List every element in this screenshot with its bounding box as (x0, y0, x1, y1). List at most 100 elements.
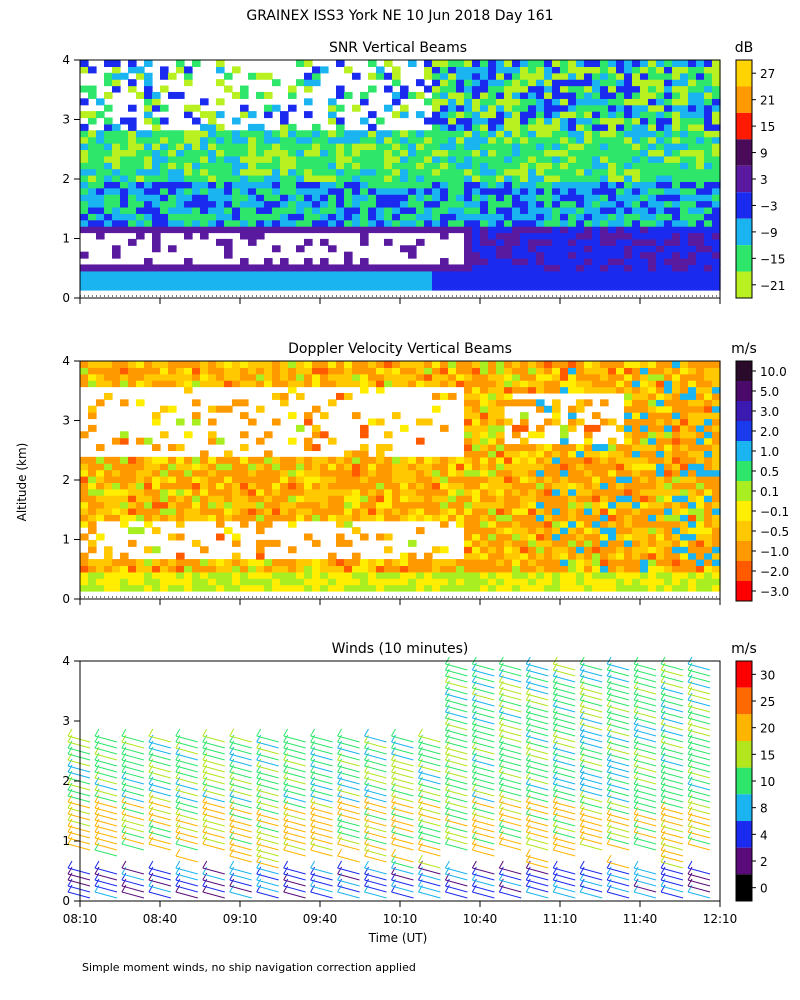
doppler-cell (544, 539, 553, 547)
snr-cell (448, 277, 457, 285)
doppler-cell (624, 488, 633, 496)
doppler-cell (528, 450, 537, 458)
doppler-cell (168, 380, 177, 388)
doppler-cell (440, 463, 449, 471)
snr-cell (120, 270, 129, 278)
doppler-cell (312, 405, 321, 413)
doppler-cell (224, 482, 233, 490)
doppler-cell (616, 546, 625, 554)
snr-cell (648, 79, 657, 87)
snr-cell (712, 226, 721, 234)
snr-cell (584, 270, 593, 278)
snr-cell (240, 168, 249, 176)
snr-cell (328, 136, 337, 144)
wind-barb (391, 860, 414, 875)
snr-cell (304, 181, 313, 189)
wind-barb (148, 734, 172, 749)
doppler-cell (680, 501, 689, 509)
snr-cell (584, 226, 593, 234)
doppler-cell (256, 405, 265, 413)
doppler-cell (664, 424, 673, 432)
snr-cell (208, 130, 217, 138)
doppler-cell (704, 380, 713, 388)
doppler-cell (112, 482, 121, 490)
doppler-cell (240, 559, 249, 567)
snr-cell (512, 187, 521, 195)
snr-cell (304, 283, 313, 291)
doppler-cell (280, 584, 289, 592)
doppler-cell (600, 571, 609, 579)
snr-cell (504, 181, 513, 189)
doppler-cell (456, 361, 465, 368)
doppler-cell (520, 463, 529, 471)
doppler-cell (520, 533, 529, 541)
wind-barb (148, 770, 172, 785)
snr-cell (328, 181, 337, 189)
snr-cell (200, 283, 209, 291)
snr-cell (264, 206, 273, 214)
doppler-cell (672, 578, 681, 586)
doppler-cell (280, 559, 289, 567)
doppler-cell (568, 527, 577, 535)
snr-cell (480, 123, 489, 131)
snr-cell (544, 206, 553, 214)
doppler-cell (280, 514, 289, 522)
snr-cell (80, 206, 89, 214)
doppler-cell (600, 527, 609, 535)
snr-cell (520, 175, 529, 182)
snr-cell (528, 79, 537, 87)
snr-cell (672, 117, 681, 125)
doppler-cell (184, 373, 193, 381)
doppler-cell (440, 495, 449, 503)
doppler-cell (480, 444, 489, 452)
doppler-cell (592, 584, 601, 592)
doppler-cell (344, 463, 353, 471)
doppler-cell (624, 507, 633, 515)
doppler-cell (392, 380, 401, 388)
snr-cell (528, 123, 537, 131)
doppler-cell (600, 386, 609, 394)
snr-cell (168, 168, 177, 176)
snr-cell (320, 168, 329, 176)
snr-cell (368, 175, 377, 182)
snr-cell (576, 117, 585, 125)
snr-cell (528, 117, 537, 125)
snr-cell (464, 155, 473, 163)
doppler-cell (648, 463, 657, 471)
wind-barb (337, 788, 360, 803)
doppler-cell (168, 533, 177, 541)
doppler-cell (504, 578, 513, 586)
snr-cell (528, 104, 537, 112)
doppler-cell (128, 514, 137, 522)
doppler-cell (320, 501, 329, 509)
doppler-cell (384, 565, 393, 573)
snr-cell (432, 72, 441, 80)
doppler-cell (688, 559, 697, 567)
doppler-cell (576, 361, 585, 368)
wind-barb (229, 860, 252, 875)
snr-cell (432, 143, 441, 151)
doppler-cell (360, 424, 369, 432)
doppler-cell (520, 412, 529, 420)
snr-cell (704, 162, 713, 170)
snr-cell (136, 66, 145, 74)
snr-cell (696, 206, 705, 214)
doppler-cell (616, 501, 625, 509)
doppler-cell (688, 399, 697, 407)
doppler-cell (488, 520, 497, 528)
snr-cell (312, 270, 321, 278)
snr-cell (696, 181, 705, 189)
snr-cell (640, 283, 649, 291)
snr-cell (448, 181, 457, 189)
snr-cell (712, 270, 721, 278)
snr-cell (680, 187, 689, 195)
wind-barb (229, 836, 252, 851)
snr-cell (264, 155, 273, 163)
wind-barb (202, 734, 225, 749)
doppler-cell (624, 495, 633, 503)
doppler-cell (160, 559, 169, 567)
snr-cell (256, 149, 265, 157)
snr-cell (544, 194, 553, 202)
doppler-cell (152, 412, 161, 420)
doppler-cell (688, 367, 697, 375)
